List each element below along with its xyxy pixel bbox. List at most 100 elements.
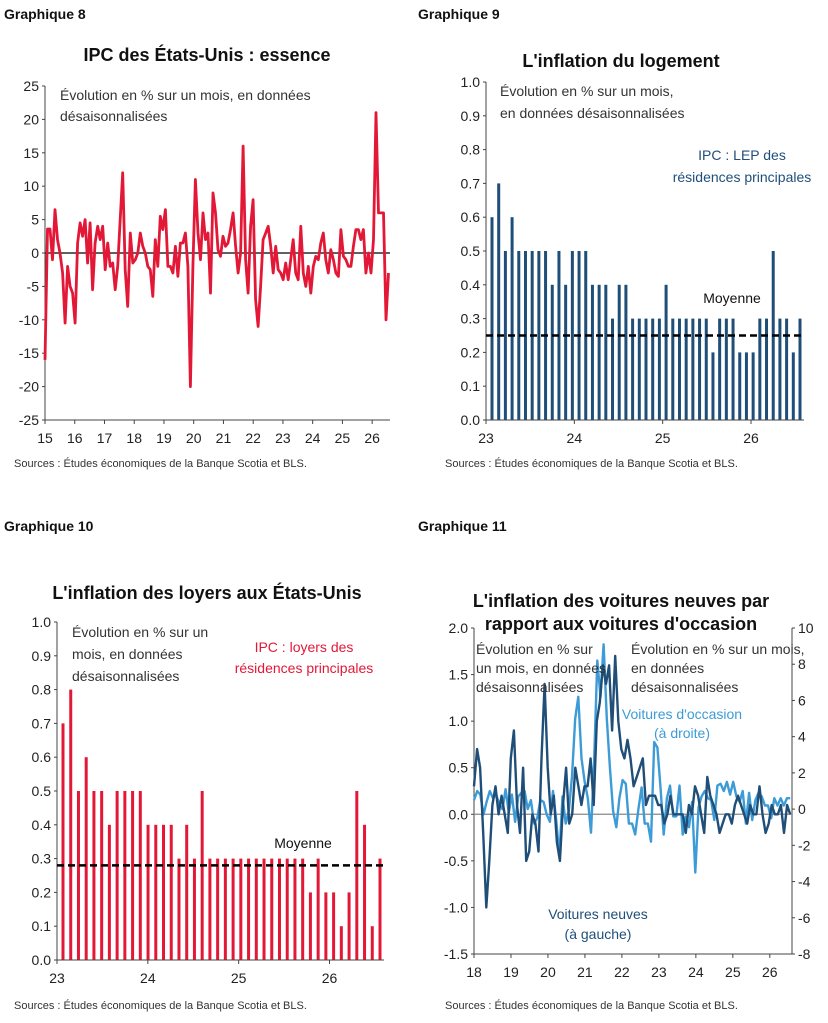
annotation: Évolution en % sur un	[72, 624, 208, 640]
bar	[185, 824, 189, 960]
y-axis-left-tick-label: 0.5	[449, 760, 469, 776]
y-axis-tick-label: 15	[23, 145, 39, 161]
y-axis-tick-label: 0.1	[461, 378, 481, 394]
bar	[691, 318, 695, 420]
chart-source: Sources : Études économiques de la Banqu…	[14, 1000, 307, 1012]
y-axis-right-tick-label: -6	[798, 910, 811, 926]
bar	[339, 926, 343, 960]
bar	[131, 791, 135, 960]
chart-number: Graphique 8	[4, 6, 86, 22]
y-axis-tick-label: 0.8	[32, 682, 52, 698]
x-axis-tick-label: 26	[743, 430, 759, 446]
chart-title: L'inflation des voitures neuves par rapp…	[472, 591, 770, 634]
y-axis-right-tick-label: -8	[798, 946, 811, 962]
chart-number: Graphique 9	[418, 6, 500, 22]
bar	[378, 858, 382, 960]
y-axis-right-tick-label: 8	[798, 656, 806, 672]
bar	[791, 352, 795, 420]
x-axis-tick-label: 24	[305, 430, 321, 446]
chart-title: IPC des États-Unis : essence	[83, 45, 331, 65]
bar	[316, 858, 320, 960]
x-axis-tick-label: 23	[478, 430, 494, 446]
bar	[363, 824, 367, 960]
bar	[744, 352, 748, 420]
y-axis-tick-label: 20	[23, 111, 39, 127]
series-label: IPC : LEP des	[698, 147, 786, 163]
series-label: (à gauche)	[565, 926, 632, 942]
chart-panel-rent: Graphique 10 L'inflation des loyers aux …	[0, 512, 414, 1023]
bar	[604, 284, 608, 420]
y-axis-tick-label: 0.0	[461, 412, 481, 428]
bar	[537, 251, 541, 420]
chart-panel-cars: Graphique 11 L'inflation des voitures ne…	[414, 512, 828, 1023]
bar	[798, 318, 802, 420]
y-axis-tick-label: 0.8	[461, 142, 481, 158]
annotation: désaisonnalisées	[476, 679, 583, 695]
y-axis-tick-label: 0.7	[32, 715, 52, 731]
bar	[239, 858, 243, 960]
annotation: en données désaisonnalisées	[500, 105, 684, 121]
bar	[154, 824, 158, 960]
chart-title: L'inflation des loyers aux États-Unis	[52, 583, 362, 603]
x-axis-tick-label: 17	[97, 430, 113, 446]
bar	[711, 352, 715, 420]
y-axis-tick-label: 0.3	[32, 851, 52, 867]
y-axis-right-tick-label: 10	[798, 620, 814, 636]
bar	[123, 791, 127, 960]
y-axis-tick-label: 0.2	[461, 344, 481, 360]
y-axis-left-tick-label: 2.0	[449, 620, 469, 636]
y-axis-tick-label: 0.1	[32, 918, 52, 934]
y-axis-tick-label: 0.7	[461, 175, 481, 191]
bar	[107, 824, 111, 960]
bar	[510, 217, 514, 420]
chart-canvas: 1.0 0.9 0.8 0.7 0.6 0.5 0.4 0.3 0.2 0.1 0.0 23 24 25 2…	[461, 74, 812, 446]
x-axis-tick-label: 18	[466, 964, 482, 980]
bar	[590, 284, 594, 420]
y-axis-tick-label: 0.5	[32, 783, 52, 799]
annotation: un mois, en données	[476, 660, 606, 676]
x-axis-tick-label: 23	[275, 430, 291, 446]
bar	[324, 892, 328, 960]
y-axis-left-tick-label: -1.0	[444, 899, 468, 915]
y-axis-tick-label: -20	[19, 379, 39, 395]
bar	[758, 318, 762, 420]
bar	[347, 892, 351, 960]
bar	[162, 824, 166, 960]
y-axis-tick-label: 1.0	[461, 74, 481, 90]
chart-canvas: 25 20 15 10 5 0 -5 -10 -15 -20 -25 15 16 17 18 19 20 21 22…	[19, 78, 390, 446]
chart-source: Sources : Études économiques de la Banqu…	[445, 458, 738, 470]
series-label: résidences principales	[673, 169, 812, 185]
bar	[100, 791, 104, 960]
chart-source: Sources : Études économiques de la Banqu…	[14, 458, 307, 470]
bar	[497, 183, 501, 420]
bar	[146, 824, 150, 960]
y-axis-tick-label: 0.9	[461, 108, 481, 124]
bar	[355, 791, 359, 960]
annotation: désaisonnalisées	[72, 668, 179, 684]
bar	[115, 791, 119, 960]
bar	[550, 284, 554, 420]
bar	[597, 284, 601, 420]
bar	[570, 251, 574, 420]
bar	[677, 318, 681, 420]
y-axis-tick-label: 0.2	[32, 884, 52, 900]
bar	[503, 251, 507, 420]
annotation: désaisonnalisées	[60, 108, 167, 124]
y-axis-tick-label: 0.6	[32, 749, 52, 765]
x-axis-tick-label: 15	[37, 430, 53, 446]
annotation: en données	[631, 660, 704, 676]
x-axis-tick-label: 16	[67, 430, 83, 446]
y-axis-tick-label: 0.0	[32, 952, 52, 968]
bar	[262, 858, 266, 960]
chart-title: L'inflation du logement	[522, 51, 720, 71]
bar	[216, 858, 220, 960]
bar	[698, 318, 702, 420]
series-label: IPC : loyers des	[255, 639, 354, 655]
bar	[277, 858, 281, 960]
bar	[247, 858, 251, 960]
annotation: Évolution en % sur un mois, en données	[60, 87, 311, 103]
bar	[765, 318, 769, 420]
bar	[637, 318, 641, 420]
average-label: Moyenne	[274, 835, 332, 851]
y-axis-tick-label: 0.5	[461, 243, 481, 259]
